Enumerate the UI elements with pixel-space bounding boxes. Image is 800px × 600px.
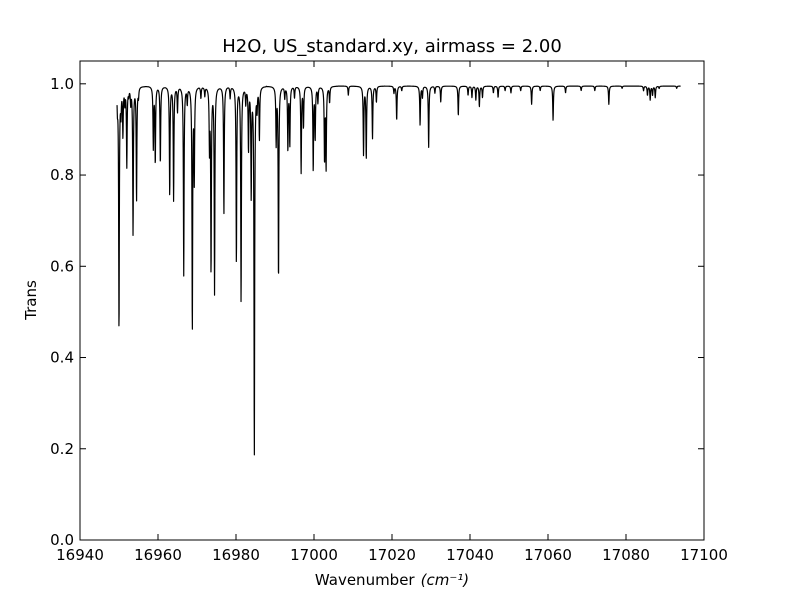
x-axis-label-text: Wavenumber bbox=[315, 571, 416, 589]
x-tick-label: 17000 bbox=[290, 546, 338, 564]
tick-labels: 16940 16960 16980 17000 17020 17040 17060 17080… bbox=[50, 75, 728, 564]
x-tick-label: 17100 bbox=[680, 546, 728, 564]
chart-title: H2O, US_standard.xy, airmass = 2.00 bbox=[222, 36, 562, 57]
series-line-transmission bbox=[116, 85, 682, 456]
plot-frame bbox=[79, 60, 705, 541]
y-tick-label: 0.2 bbox=[50, 440, 74, 458]
y-tick-label: 0.0 bbox=[50, 531, 74, 549]
x-tick-label: 17080 bbox=[602, 546, 650, 564]
y-tick-label: 0.6 bbox=[50, 257, 74, 275]
y-tick-label: 0.4 bbox=[50, 349, 74, 367]
y-axis-label: Trans bbox=[22, 280, 40, 321]
x-tick-label: 16960 bbox=[134, 546, 182, 564]
x-tick-label: 17060 bbox=[524, 546, 572, 564]
y-tick-label: 1.0 bbox=[50, 75, 74, 93]
x-tick-label: 17020 bbox=[368, 546, 416, 564]
x-axis-label: Wavenumber (cm⁻¹) bbox=[315, 571, 469, 589]
x-tick-label: 16980 bbox=[212, 546, 260, 564]
y-tick-label: 0.8 bbox=[50, 166, 74, 184]
x-axis-label-unit: (cm⁻¹) bbox=[421, 571, 470, 589]
x-tick-label: 17040 bbox=[446, 546, 494, 564]
x-tick-label: 16940 bbox=[56, 546, 104, 564]
